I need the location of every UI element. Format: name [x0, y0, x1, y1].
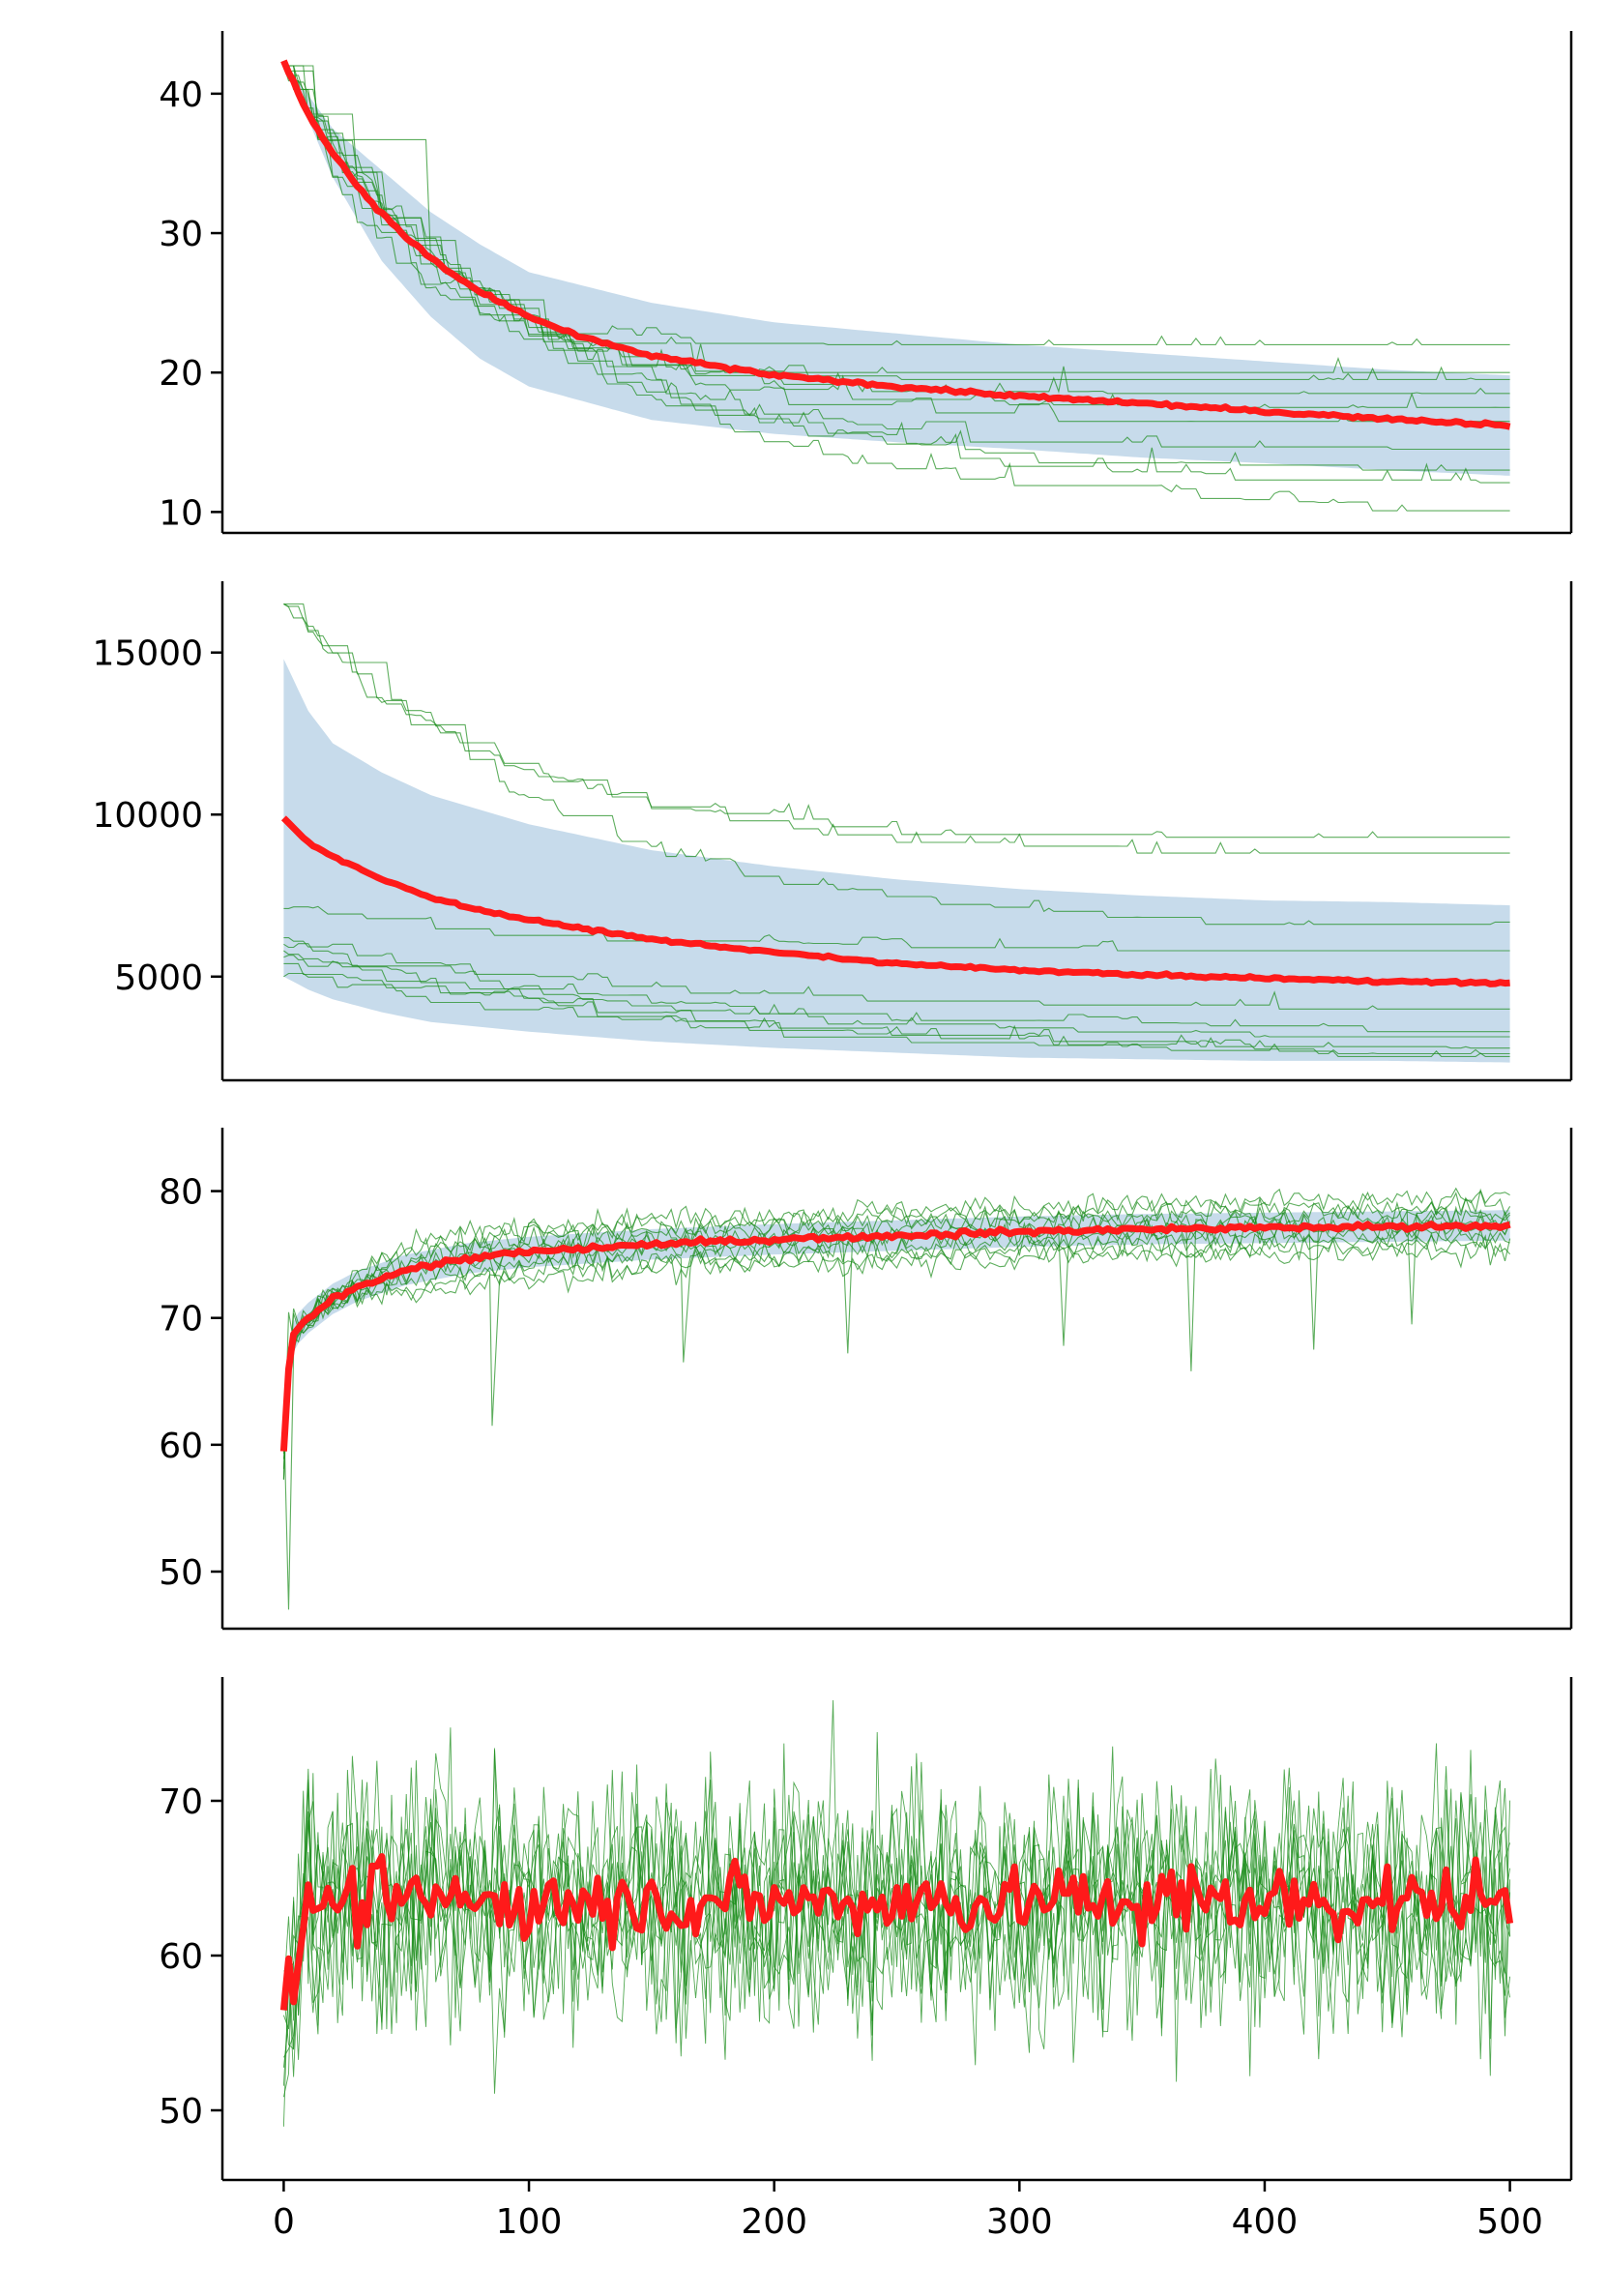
y-tick-label: 15000: [92, 634, 203, 674]
y-tick-label: 5000: [114, 958, 203, 998]
mean-line: [280, 815, 1510, 987]
mean-line: [280, 59, 1511, 430]
run-line: [282, 65, 1510, 423]
run-line: [283, 937, 1510, 1010]
run-line: [283, 65, 1510, 345]
x-tick-label: 200: [741, 2202, 807, 2242]
run-line: [283, 65, 1510, 512]
run-line: [282, 1755, 1511, 2098]
panel-2: 5000 10000 15000: [92, 581, 1573, 1082]
run-line: [283, 962, 1510, 1055]
run-line: [282, 1190, 1511, 1459]
run-line: [283, 950, 1510, 1038]
run-line: [283, 972, 1510, 1057]
run-line: [283, 65, 1510, 408]
panel-1: 10 20 30 40: [159, 31, 1573, 535]
y-tick-label: 60: [159, 1937, 203, 1977]
run-line: [282, 1751, 1511, 2068]
std-band: [283, 1210, 1510, 1467]
run-line: [283, 955, 1510, 1049]
run-line: [282, 1187, 1510, 1440]
run-line: [282, 1238, 1511, 1610]
y-tick-label: 30: [159, 215, 203, 254]
y-tick-label: 40: [159, 75, 203, 115]
x-tick-label: 0: [273, 2202, 295, 2242]
x-tick-label: 100: [496, 2202, 563, 2242]
y-tick-label: 70: [159, 1300, 203, 1339]
y-tick-label: 50: [159, 1553, 203, 1593]
panel-4: 50 60 70 0 100 200 300 400 500: [159, 1677, 1573, 2242]
y-tick-label: 80: [159, 1173, 203, 1213]
run-line: [282, 1727, 1511, 2086]
run-line: [283, 65, 1510, 484]
run-line: [282, 1208, 1511, 1480]
mean-line: [279, 1221, 1511, 1452]
run-line: [283, 905, 1510, 952]
run-line: [282, 1221, 1510, 1481]
y-tick-label: 10: [159, 493, 203, 533]
y-tick-label: 20: [159, 354, 203, 394]
y-tick-label: 50: [159, 2092, 203, 2132]
run-line: [283, 603, 1510, 854]
y-tick-label: 10000: [92, 796, 203, 836]
run-line: [282, 1196, 1511, 1431]
run-line: [283, 603, 1510, 926]
run-line: [283, 603, 1510, 839]
x-tick-label: 300: [986, 2202, 1053, 2242]
x-tick-label: 500: [1476, 2202, 1543, 2242]
std-band: [283, 659, 1510, 1063]
y-tick-label: 70: [159, 1782, 203, 1822]
run-line: [283, 65, 1510, 395]
run-line: [283, 943, 1510, 1033]
y-tick-label: 60: [159, 1427, 203, 1466]
run-line: [283, 65, 1510, 373]
x-tick-label: 400: [1232, 2202, 1299, 2242]
panel-3: 50 60 70 80: [159, 1128, 1573, 1631]
mean-line: [279, 1853, 1514, 2011]
